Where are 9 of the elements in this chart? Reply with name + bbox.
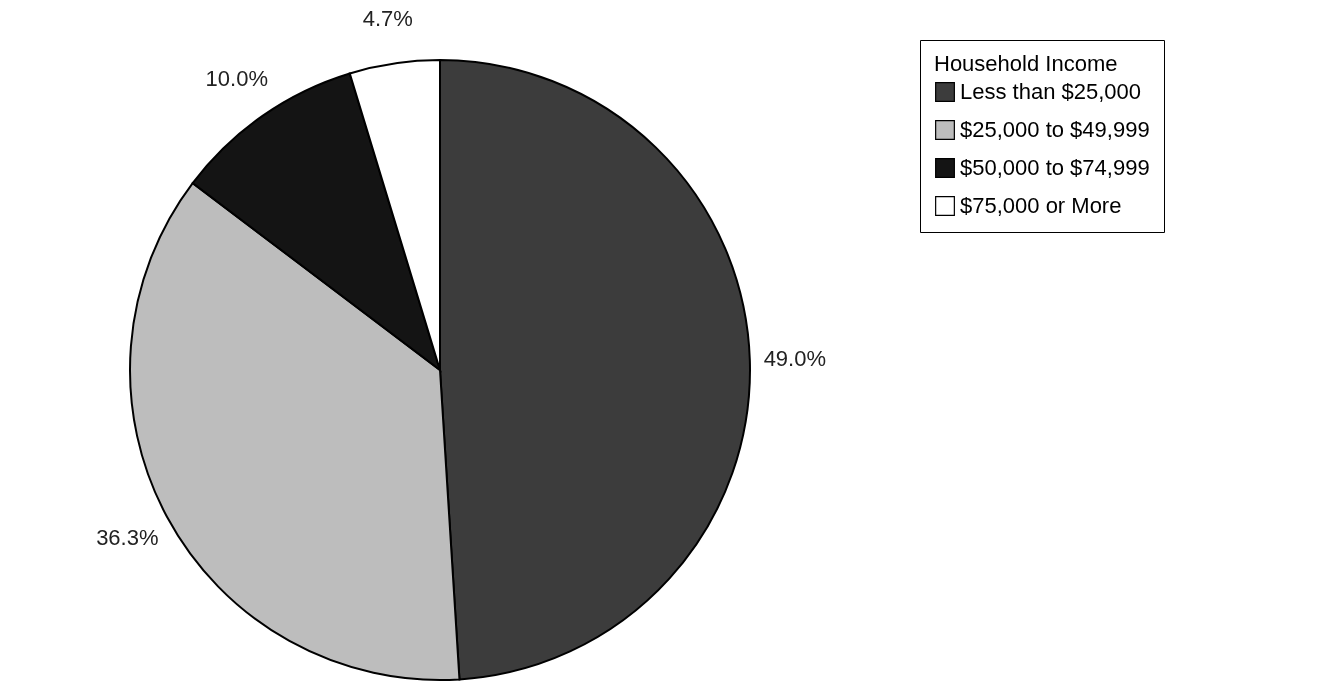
legend-label: $25,000 to $49,999	[960, 117, 1150, 142]
legend-label: Less than $25,000	[960, 79, 1142, 104]
legend-title: Household Income	[934, 51, 1118, 76]
legend-label: $50,000 to $74,999	[960, 155, 1150, 180]
data-label: 36.3%	[96, 525, 159, 551]
data-label: 49.0%	[763, 345, 827, 371]
data-label: 10.0%	[205, 65, 268, 91]
legend-label: $75,000 or More	[960, 193, 1122, 218]
data-label: 4.7%	[362, 5, 413, 31]
